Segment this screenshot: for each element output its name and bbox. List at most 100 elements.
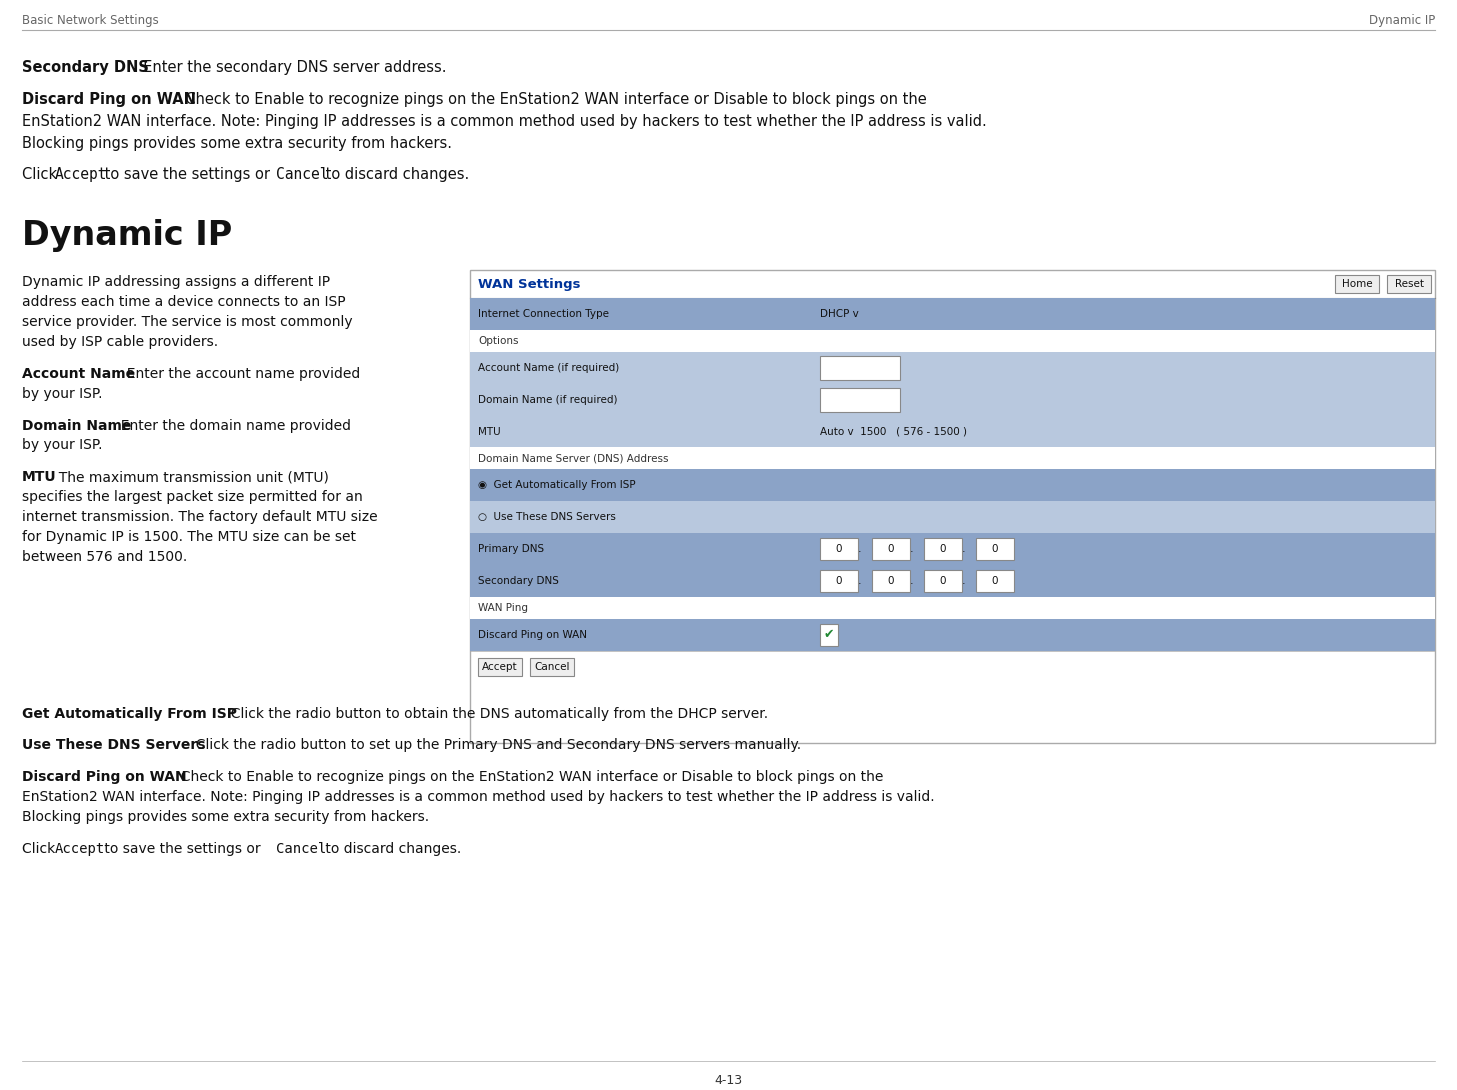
Bar: [820, 355, 900, 379]
Bar: [471, 470, 1435, 501]
Bar: [471, 330, 1435, 352]
Text: Auto v  1500   ( 576 - 1500 ): Auto v 1500 ( 576 - 1500 ): [820, 426, 967, 436]
Text: Cancel: Cancel: [275, 843, 326, 856]
Text: internet transmission. The factory default MTU size: internet transmission. The factory defau…: [22, 510, 377, 524]
Text: Blocking pings provides some extra security from hackers.: Blocking pings provides some extra secur…: [22, 135, 452, 150]
Text: Basic Network Settings: Basic Network Settings: [22, 14, 159, 27]
Text: EnStation2 WAN interface. Note: Pinging IP addresses is a common method used by : EnStation2 WAN interface. Note: Pinging …: [22, 790, 934, 804]
Text: to save the settings or: to save the settings or: [101, 843, 265, 856]
Text: Domain Name (if required): Domain Name (if required): [478, 395, 618, 404]
Text: Click: Click: [22, 168, 61, 182]
Text: MTU: MTU: [478, 426, 501, 436]
Bar: [471, 565, 1435, 597]
Text: by your ISP.: by your ISP.: [22, 387, 102, 401]
Text: 4-13: 4-13: [714, 1075, 742, 1088]
Text: ○  Use These DNS Servers: ○ Use These DNS Servers: [478, 512, 616, 522]
Text: Enter the secondary DNS server address.: Enter the secondary DNS server address.: [134, 60, 446, 75]
Text: Get Automatically From ISP: Get Automatically From ISP: [22, 706, 237, 720]
Text: Check to Enable to recognize pings on the EnStation2 WAN interface or Disable to: Check to Enable to recognize pings on th…: [172, 771, 883, 785]
Bar: [976, 570, 1014, 592]
Text: WAN Ping: WAN Ping: [478, 603, 527, 613]
Text: The maximum transmission unit (MTU): The maximum transmission unit (MTU): [50, 471, 329, 484]
Text: Enter the account name provided: Enter the account name provided: [118, 366, 360, 380]
Text: .: .: [962, 576, 966, 586]
Text: .: .: [911, 576, 914, 586]
Text: Check to Enable to recognize pings on the EnStation2 WAN interface or Disable to: Check to Enable to recognize pings on th…: [176, 92, 927, 107]
Text: .: .: [911, 544, 914, 554]
Text: Enter the domain name provided: Enter the domain name provided: [112, 419, 351, 433]
Text: to discard changes.: to discard changes.: [321, 168, 469, 182]
Text: specifies the largest packet size permitted for an: specifies the largest packet size permit…: [22, 490, 363, 505]
Text: 0: 0: [992, 544, 998, 554]
Text: Account Name (if required): Account Name (if required): [478, 363, 619, 373]
Text: Internet Connection Type: Internet Connection Type: [478, 308, 609, 319]
Bar: [1335, 275, 1378, 293]
Bar: [820, 538, 858, 560]
Text: Domain Name Server (DNS) Address: Domain Name Server (DNS) Address: [478, 453, 669, 463]
Text: EnStation2 WAN interface. Note: Pinging IP addresses is a common method used by : EnStation2 WAN interface. Note: Pinging …: [22, 113, 986, 129]
Bar: [471, 448, 1435, 470]
Text: Dynamic IP addressing assigns a different IP: Dynamic IP addressing assigns a differen…: [22, 275, 331, 289]
Text: Blocking pings provides some extra security from hackers.: Blocking pings provides some extra secur…: [22, 810, 430, 824]
Bar: [471, 270, 1435, 743]
Bar: [976, 538, 1014, 560]
Text: by your ISP.: by your ISP.: [22, 438, 102, 452]
Text: ◉  Get Automatically From ISP: ◉ Get Automatically From ISP: [478, 481, 635, 490]
Text: Use These DNS Servers: Use These DNS Servers: [22, 738, 205, 752]
Text: Secondary DNS: Secondary DNS: [22, 60, 149, 75]
Text: .: .: [858, 576, 861, 586]
Text: Discard Ping on WAN: Discard Ping on WAN: [478, 630, 587, 640]
Text: Secondary DNS: Secondary DNS: [478, 576, 559, 586]
Text: Primary DNS: Primary DNS: [478, 544, 543, 554]
Bar: [1387, 275, 1431, 293]
Text: Accept: Accept: [55, 843, 105, 856]
Text: Discard Ping on WAN: Discard Ping on WAN: [22, 92, 197, 107]
Text: Click the radio button to set up the Primary DNS and Secondary DNS servers manua: Click the radio button to set up the Pri…: [186, 738, 801, 752]
Text: DHCP v: DHCP v: [820, 308, 858, 319]
Text: .: .: [858, 544, 861, 554]
Text: Click the radio button to obtain the DNS automatically from the DHCP server.: Click the radio button to obtain the DNS…: [221, 706, 768, 720]
Text: 0: 0: [940, 544, 946, 554]
Text: Domain Name: Domain Name: [22, 419, 131, 433]
Text: Click: Click: [22, 843, 60, 856]
Bar: [471, 415, 1435, 448]
Text: Account Name: Account Name: [22, 366, 136, 380]
Text: address each time a device connects to an ISP: address each time a device connects to a…: [22, 295, 345, 308]
Bar: [820, 623, 838, 645]
Text: MTU: MTU: [22, 471, 57, 484]
Text: Discard Ping on WAN: Discard Ping on WAN: [22, 771, 186, 785]
Bar: [478, 657, 522, 676]
Bar: [871, 570, 911, 592]
Bar: [924, 570, 962, 592]
Text: Options: Options: [478, 336, 519, 346]
Bar: [471, 597, 1435, 619]
Text: 0: 0: [940, 576, 946, 586]
Text: to save the settings or: to save the settings or: [101, 168, 274, 182]
Bar: [471, 533, 1435, 565]
Bar: [471, 298, 1435, 330]
Bar: [924, 538, 962, 560]
Text: Accept: Accept: [482, 662, 517, 671]
Bar: [871, 538, 911, 560]
Text: 0: 0: [992, 576, 998, 586]
Text: ✔: ✔: [823, 628, 835, 641]
Text: 0: 0: [887, 544, 895, 554]
Text: service provider. The service is most commonly: service provider. The service is most co…: [22, 315, 353, 329]
Text: WAN Settings: WAN Settings: [478, 278, 580, 291]
Text: 0: 0: [887, 576, 895, 586]
Text: 0: 0: [836, 576, 842, 586]
Text: .: .: [962, 544, 966, 554]
Bar: [471, 352, 1435, 384]
Bar: [820, 388, 900, 412]
Text: Dynamic IP: Dynamic IP: [1368, 14, 1435, 27]
Text: Reset: Reset: [1394, 279, 1423, 289]
Bar: [471, 619, 1435, 651]
Bar: [471, 384, 1435, 415]
Bar: [820, 570, 858, 592]
Text: Cancel: Cancel: [535, 662, 570, 671]
Text: for Dynamic IP is 1500. The MTU size can be set: for Dynamic IP is 1500. The MTU size can…: [22, 530, 356, 544]
Text: Home: Home: [1342, 279, 1372, 289]
Text: Dynamic IP: Dynamic IP: [22, 219, 232, 252]
Bar: [471, 501, 1435, 533]
Bar: [530, 657, 574, 676]
